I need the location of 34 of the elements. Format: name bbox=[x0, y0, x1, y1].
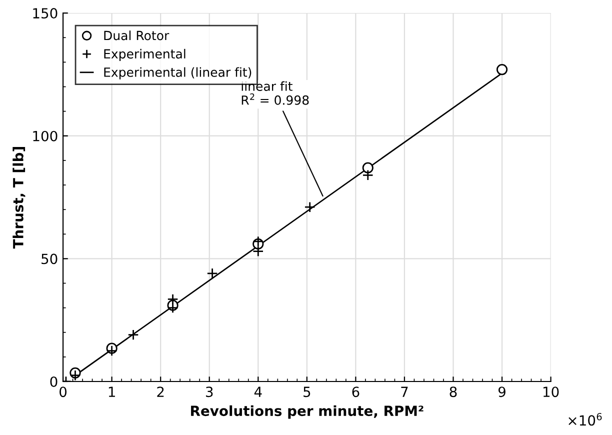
annotation: linear fit R$^{2}$ = 0.998 bbox=[242, 81, 309, 105]
x-tick-label: 10 bbox=[543, 386, 559, 398]
x-tick-label: 4 bbox=[254, 386, 262, 397]
point bbox=[106, 345, 118, 356]
point bbox=[70, 370, 81, 381]
point bbox=[252, 236, 264, 248]
x-tick-label: 3 bbox=[206, 386, 213, 398]
point bbox=[167, 302, 178, 314]
point bbox=[252, 246, 264, 257]
y-axis-title: Thrust, T [lb] bbox=[12, 147, 26, 249]
x-tick-label: 2 bbox=[157, 386, 164, 397]
point bbox=[167, 294, 178, 305]
legend-label: Experimental (linear fit) bbox=[104, 67, 252, 80]
x-axis-title: Revolutions per minute, RPM² bbox=[191, 405, 424, 419]
y-tick-label: 150 bbox=[33, 8, 58, 19]
point bbox=[304, 202, 316, 213]
y-tick-label: 0 bbox=[50, 376, 58, 387]
x-tick-label: 6 bbox=[352, 386, 360, 398]
point bbox=[128, 329, 139, 340]
legend-label: Dual Rotor bbox=[104, 30, 170, 40]
point bbox=[362, 170, 374, 181]
point bbox=[496, 64, 508, 76]
y-tick-label: 50 bbox=[42, 254, 58, 264]
x-tick-label: 8 bbox=[450, 386, 457, 398]
x-tick-label: 0 bbox=[60, 386, 67, 398]
point bbox=[206, 268, 218, 279]
x-tick-label: 1 bbox=[108, 386, 115, 397]
x-tick-label: 5 bbox=[304, 386, 310, 398]
x-tick-label: 9 bbox=[498, 386, 506, 398]
text: ×10$^{6}$ bbox=[568, 412, 602, 426]
point bbox=[362, 162, 374, 174]
x-tick-label: 7 bbox=[401, 386, 408, 397]
y-tick-label: 100 bbox=[33, 130, 58, 142]
legend-label: Experimental bbox=[104, 48, 186, 61]
